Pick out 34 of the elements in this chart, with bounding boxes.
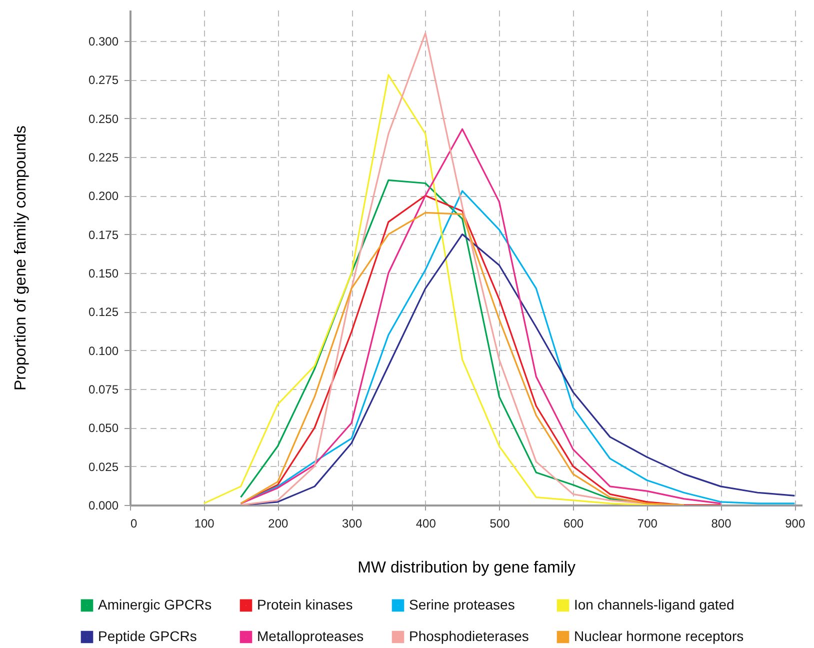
x-tick-label: 100 — [194, 516, 215, 530]
legend-label: Serine proteases — [409, 596, 515, 612]
y-tick-label: 0.150 — [88, 266, 119, 280]
y-tick-label: 0.075 — [88, 382, 119, 396]
y-tick-label: 0.025 — [88, 460, 119, 474]
legend-label: Protein kinases — [257, 596, 353, 612]
x-axis-title: MW distribution by gene family — [358, 560, 576, 576]
x-tick-label: 200 — [268, 516, 289, 530]
line-series — [240, 128, 722, 504]
legend-label: Nuclear hormone receptors — [574, 628, 744, 644]
y-tick-label: 0.100 — [88, 344, 119, 358]
y-tick-label: 0.000 — [88, 498, 119, 512]
x-tick-label: 500 — [490, 516, 510, 530]
y-tick-label: 0.175 — [88, 228, 119, 242]
legend-label: Aminergic GPCRs — [98, 596, 212, 612]
x-tick-label: 300 — [342, 516, 362, 530]
x-tick-label: 700 — [637, 516, 658, 530]
y-tick-label: 0.225 — [88, 150, 119, 164]
x-tick-label: 900 — [785, 516, 806, 530]
x-tick-label: 800 — [711, 516, 732, 530]
y-tick-label: 0.125 — [88, 305, 119, 320]
legend-label: Metalloproteases — [257, 628, 364, 644]
legend-label: Phosphodieterases — [409, 628, 529, 644]
y-tick-label: 0.200 — [88, 189, 119, 204]
x-tick-label: 600 — [564, 516, 584, 530]
y-axis-title: Proportion of gene family compounds — [12, 125, 30, 391]
y-tick-label: 0.050 — [88, 421, 119, 436]
y-tick-label: 0.250 — [88, 112, 119, 126]
legend-label: Peptide GPCRs — [98, 628, 197, 644]
y-tick-label: 0.300 — [88, 34, 119, 48]
legend-label: Ion channels-ligand gated — [574, 596, 734, 612]
x-tick-label: 400 — [416, 516, 436, 530]
y-tick-label: 0.275 — [88, 73, 119, 88]
x-tick-label: 0 — [130, 516, 138, 530]
